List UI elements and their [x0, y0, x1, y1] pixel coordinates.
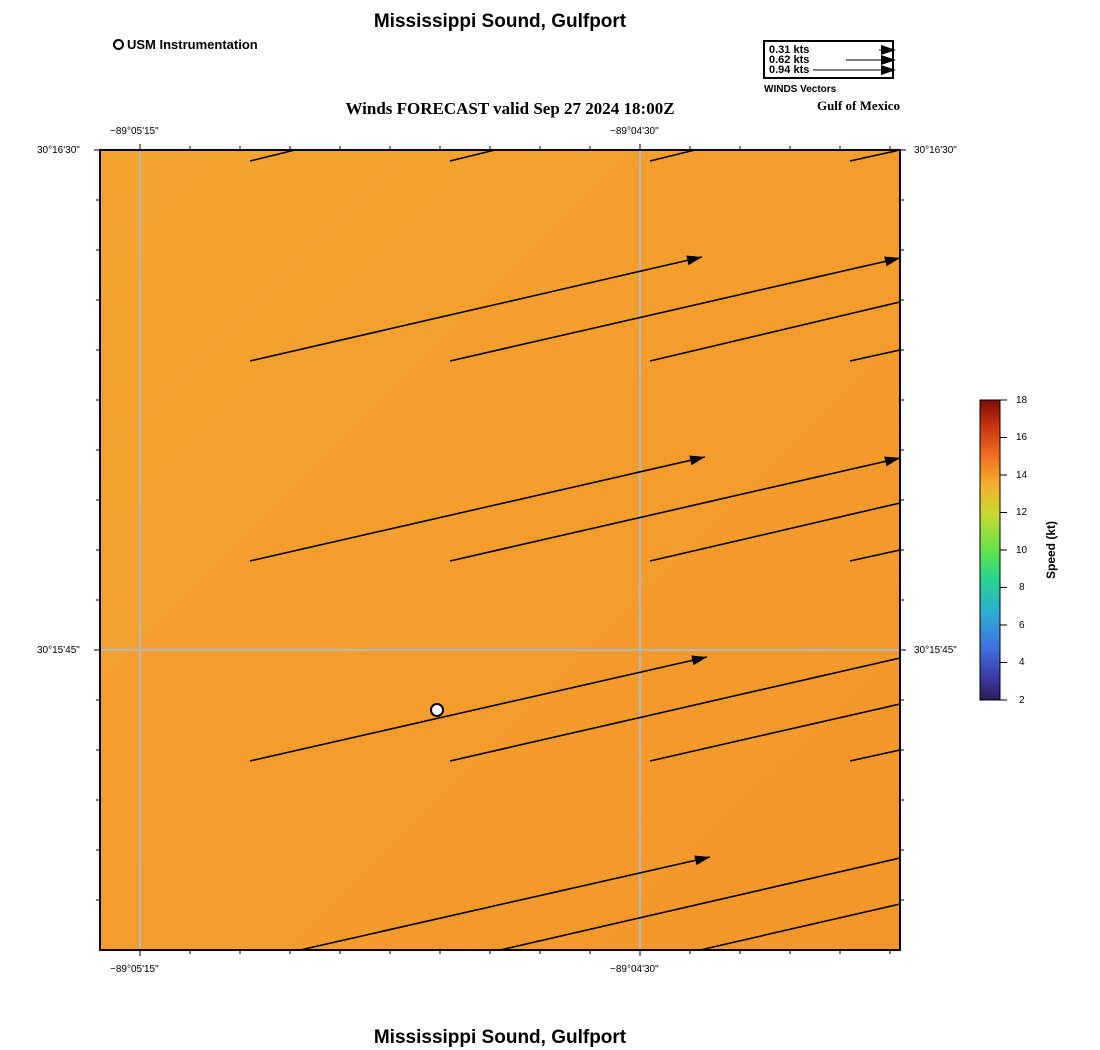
- y-tick-label-left: 30°16'30": [37, 145, 80, 156]
- region-label: Gulf of Mexico: [816, 98, 900, 113]
- colorbar-label: 4: [1019, 657, 1025, 668]
- colorbar-label: 18: [1016, 395, 1028, 406]
- x-tick-label-bottom: −89°04'30": [610, 964, 659, 975]
- colorbar-label: 16: [1016, 432, 1028, 443]
- station-legend: USM Instrumentation: [113, 37, 258, 52]
- colorbar: [979, 399, 1001, 701]
- x-tick-label-bottom: −89°05'15": [110, 964, 159, 975]
- wind-vectors: [249, 149, 901, 951]
- wind-vector: [649, 301, 901, 362]
- station-marker-icon[interactable]: [430, 703, 444, 717]
- wind-vector: [849, 549, 901, 562]
- vector-legend-label: 0.31 kts: [769, 44, 810, 56]
- legend-arrowhead-icon: [881, 65, 896, 75]
- wind-arrowhead-icon: [689, 455, 705, 466]
- wind-vector: [849, 149, 901, 162]
- wind-vector: [249, 256, 703, 362]
- colorbar-label: 6: [1019, 620, 1025, 631]
- wind-vector: [649, 502, 901, 562]
- vector-legend-label: 0.62 kts: [769, 54, 810, 66]
- y-tick-label-right: 30°15'45": [914, 645, 957, 656]
- wind-vector: [299, 856, 711, 951]
- station-circle-icon: [113, 39, 124, 50]
- wind-vector: [449, 457, 901, 562]
- legend-arrowhead-icon: [881, 55, 896, 65]
- map-title: Mississippi Sound, Gulfport: [373, 11, 627, 32]
- graticule: [100, 150, 900, 950]
- wind-arrowhead-icon: [694, 855, 710, 866]
- frame-ticks: [94, 144, 906, 956]
- colorbar-label: 2: [1019, 695, 1025, 706]
- x-tick-label-top: −89°04'30": [610, 126, 659, 137]
- wind-vector: [699, 903, 901, 951]
- legend-arrowhead-icon: [881, 45, 896, 55]
- colorbar-ticks: [1000, 399, 1007, 701]
- colorbar-title: Speed (kt): [1044, 521, 1058, 580]
- forecast-subtitle: Winds FORECAST valid Sep 27 2024 18:00Z: [345, 99, 675, 118]
- colorbar-label: 10: [1016, 545, 1028, 556]
- wind-vector: [649, 149, 696, 162]
- vector-legend-arrows: [813, 45, 896, 75]
- footer-title: Mississippi Sound, Gulfport: [373, 1027, 627, 1048]
- colorbar-label: 12: [1016, 507, 1028, 518]
- wind-vector: [649, 703, 901, 762]
- y-tick-label-left: 30°15'45": [37, 645, 80, 656]
- vector-legend-box: 0.31 kts 0.62 kts 0.94 kts: [763, 40, 896, 79]
- wind-vector: [849, 349, 901, 362]
- wind-arrowhead-icon: [686, 255, 702, 266]
- wind-vector: [499, 857, 901, 951]
- wind-arrowhead-icon: [884, 456, 900, 467]
- wind-vector: [449, 149, 496, 162]
- wind-vector: [449, 257, 901, 362]
- station-legend-label: USM Instrumentation: [127, 37, 258, 52]
- wind-vector: [849, 749, 901, 762]
- colorbar-label: 8: [1019, 582, 1025, 593]
- vector-legend-label: 0.94 kts: [769, 64, 810, 76]
- wind-vector: [449, 657, 901, 762]
- wind-vector: [249, 149, 296, 162]
- x-tick-label-top: −89°05'15": [110, 126, 159, 137]
- y-tick-label-right: 30°16'30": [914, 145, 957, 156]
- wind-arrowhead-icon: [884, 256, 900, 267]
- wind-vector: [249, 656, 708, 762]
- wind-vector: [249, 456, 706, 562]
- vector-legend-caption: WINDS Vectors: [764, 84, 837, 95]
- wind-arrowhead-icon: [691, 655, 707, 666]
- colorbar-label: 14: [1016, 470, 1028, 481]
